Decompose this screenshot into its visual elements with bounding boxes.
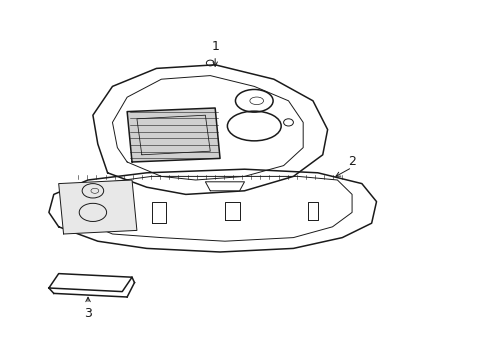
Text: 2: 2 [347,156,355,168]
Text: 3: 3 [84,307,92,320]
Polygon shape [49,169,376,252]
Polygon shape [93,65,327,194]
Text: 1: 1 [211,40,219,53]
Circle shape [283,119,293,126]
Polygon shape [127,108,220,162]
Polygon shape [49,274,132,292]
Polygon shape [205,182,244,191]
Polygon shape [59,180,137,234]
